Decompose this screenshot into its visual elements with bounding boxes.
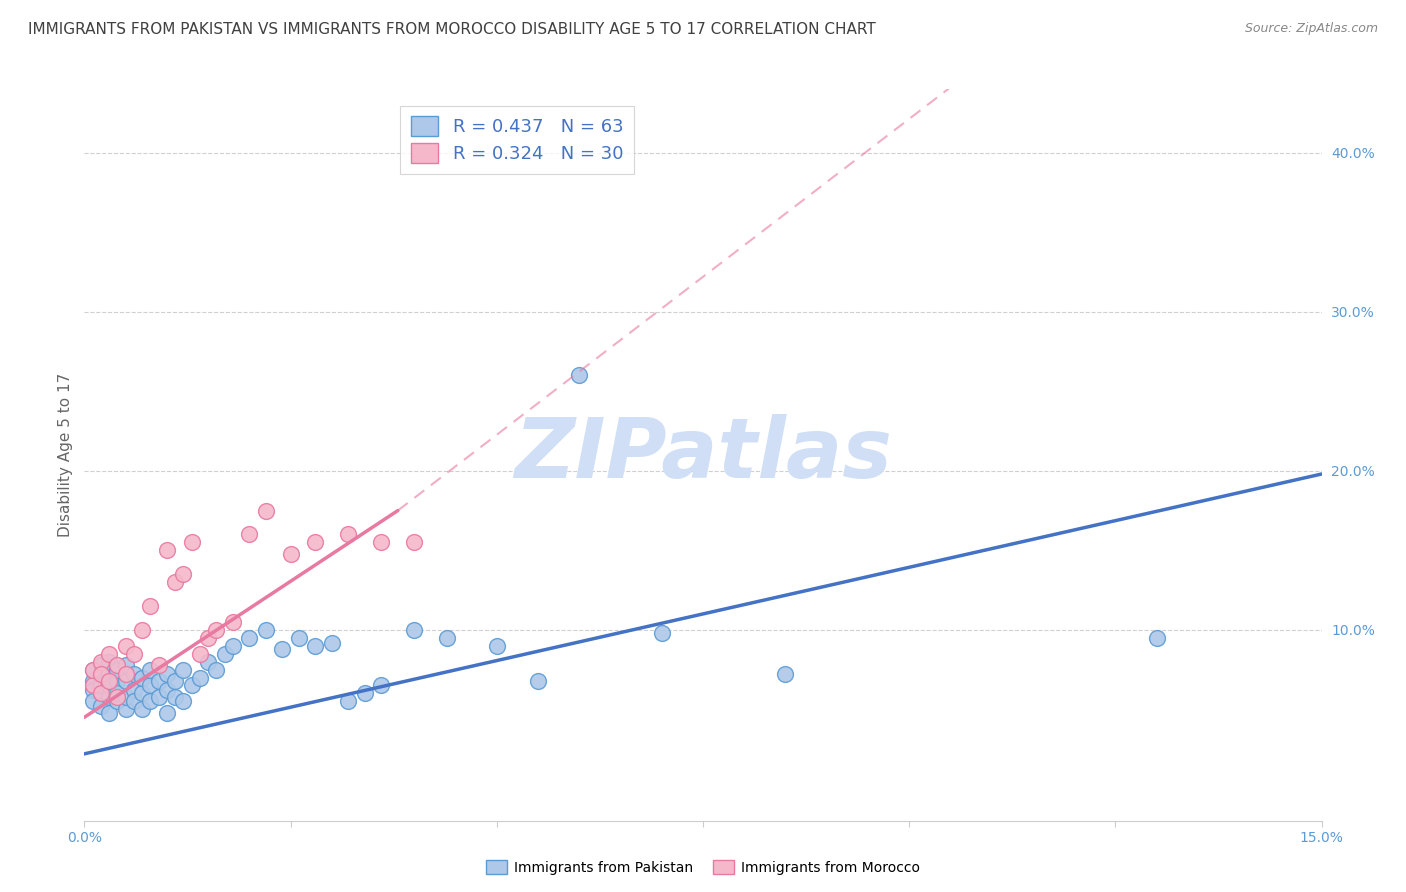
Point: [238, 527, 260, 541]
Point: [82, 663, 104, 677]
Point: [172, 694, 194, 708]
Point: [165, 673, 187, 688]
Point: [404, 535, 426, 549]
Point: [205, 623, 228, 637]
Point: [304, 535, 326, 549]
Point: [156, 667, 179, 681]
Point: [114, 657, 136, 672]
Point: [114, 702, 136, 716]
Point: [165, 575, 187, 590]
Point: [775, 667, 797, 681]
Point: [114, 690, 136, 704]
Point: [90, 686, 112, 700]
Point: [131, 623, 153, 637]
Point: [122, 667, 145, 681]
Point: [90, 671, 112, 685]
Point: [568, 368, 591, 383]
Point: [114, 667, 136, 681]
Point: [82, 678, 104, 692]
Point: [156, 543, 179, 558]
Point: [98, 647, 121, 661]
Point: [98, 706, 121, 720]
Point: [222, 615, 245, 629]
Point: [188, 647, 211, 661]
Point: [122, 647, 145, 661]
Point: [82, 663, 104, 677]
Point: [197, 631, 219, 645]
Point: [337, 694, 360, 708]
Point: [148, 657, 170, 672]
Point: [180, 678, 202, 692]
Point: [98, 690, 121, 704]
Point: [105, 686, 128, 700]
Point: [156, 706, 179, 720]
Point: [180, 535, 202, 549]
Point: [321, 635, 343, 649]
Point: [122, 694, 145, 708]
Point: [148, 690, 170, 704]
Point: [436, 631, 458, 645]
Point: [82, 694, 104, 708]
Legend: Immigrants from Pakistan, Immigrants from Morocco: Immigrants from Pakistan, Immigrants fro…: [481, 855, 925, 880]
Point: [90, 686, 112, 700]
Point: [254, 623, 277, 637]
Legend: R = 0.437   N = 63, R = 0.324   N = 30: R = 0.437 N = 63, R = 0.324 N = 30: [401, 105, 634, 174]
Point: [122, 683, 145, 698]
Point: [304, 639, 326, 653]
Point: [139, 663, 162, 677]
Point: [139, 678, 162, 692]
Point: [105, 663, 128, 677]
Point: [353, 686, 375, 700]
Point: [156, 683, 179, 698]
Point: [238, 631, 260, 645]
Point: [148, 673, 170, 688]
Point: [131, 702, 153, 716]
Point: [90, 678, 112, 692]
Point: [82, 673, 104, 688]
Point: [172, 663, 194, 677]
Text: ZIPatlas: ZIPatlas: [515, 415, 891, 495]
Point: [131, 671, 153, 685]
Point: [90, 699, 112, 714]
Text: IMMIGRANTS FROM PAKISTAN VS IMMIGRANTS FROM MOROCCO DISABILITY AGE 5 TO 17 CORRE: IMMIGRANTS FROM PAKISTAN VS IMMIGRANTS F…: [28, 22, 876, 37]
Point: [271, 641, 294, 656]
Point: [172, 567, 194, 582]
Point: [105, 690, 128, 704]
Point: [90, 657, 112, 672]
Point: [90, 667, 112, 681]
Point: [98, 678, 121, 692]
Point: [197, 655, 219, 669]
Point: [131, 686, 153, 700]
Point: [114, 639, 136, 653]
Point: [90, 655, 112, 669]
Point: [105, 694, 128, 708]
Point: [98, 667, 121, 681]
Point: [280, 547, 302, 561]
Point: [139, 599, 162, 613]
Point: [485, 639, 508, 653]
Point: [527, 673, 550, 688]
Point: [188, 671, 211, 685]
Point: [82, 683, 104, 698]
Point: [288, 631, 311, 645]
Point: [139, 694, 162, 708]
Point: [370, 678, 392, 692]
Text: Source: ZipAtlas.com: Source: ZipAtlas.com: [1244, 22, 1378, 36]
Point: [651, 626, 673, 640]
Point: [222, 639, 245, 653]
Point: [1146, 631, 1168, 645]
Point: [105, 657, 128, 672]
Point: [114, 673, 136, 688]
Point: [105, 673, 128, 688]
Point: [337, 527, 360, 541]
Y-axis label: Disability Age 5 to 17: Disability Age 5 to 17: [58, 373, 73, 537]
Point: [98, 673, 121, 688]
Point: [205, 663, 228, 677]
Point: [165, 690, 187, 704]
Point: [214, 647, 236, 661]
Point: [254, 503, 277, 517]
Point: [370, 535, 392, 549]
Point: [404, 623, 426, 637]
Point: [98, 655, 121, 669]
